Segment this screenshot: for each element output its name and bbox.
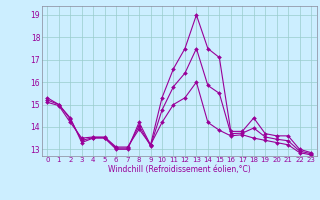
X-axis label: Windchill (Refroidissement éolien,°C): Windchill (Refroidissement éolien,°C) [108, 165, 251, 174]
